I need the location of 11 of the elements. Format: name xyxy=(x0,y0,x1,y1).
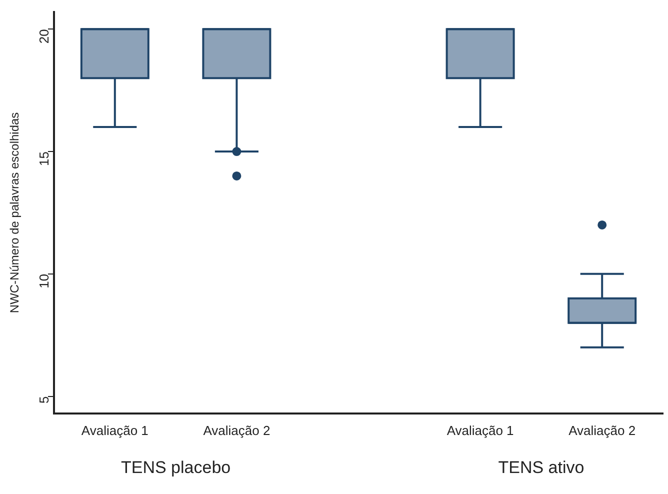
text: TENS ativo xyxy=(498,458,584,478)
text: TENS placebo xyxy=(120,458,231,478)
x-tick-label: Avaliação 2 xyxy=(568,422,636,438)
y-axis-title: NWC-Número de palavras escolhidas xyxy=(8,112,22,314)
y-tick-label: 20 xyxy=(36,29,52,44)
y-tick-label: 5 xyxy=(36,396,52,404)
x-tick-label: Avaliação 1 xyxy=(81,422,148,438)
y-tick-label: 10 xyxy=(36,274,52,288)
y-tick-label: 15 xyxy=(36,152,52,166)
x-tick-label: Avaliação 1 xyxy=(446,422,514,438)
x-tick-label: Avaliação 2 xyxy=(203,422,270,438)
